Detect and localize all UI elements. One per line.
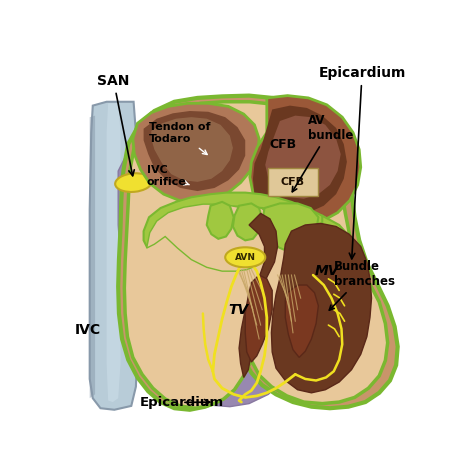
Text: IVC: IVC: [74, 323, 100, 338]
Text: Epicardium: Epicardium: [140, 396, 224, 409]
Polygon shape: [239, 213, 278, 377]
Polygon shape: [245, 275, 272, 362]
Polygon shape: [144, 193, 355, 267]
Text: CFB: CFB: [281, 177, 305, 187]
Polygon shape: [151, 117, 233, 182]
Polygon shape: [207, 202, 234, 239]
Polygon shape: [265, 116, 341, 199]
FancyBboxPatch shape: [268, 168, 318, 196]
Polygon shape: [305, 216, 357, 293]
Ellipse shape: [115, 173, 152, 192]
Text: MV: MV: [315, 264, 339, 278]
Text: SAN: SAN: [97, 74, 134, 176]
Polygon shape: [285, 285, 319, 357]
Polygon shape: [124, 102, 388, 408]
Polygon shape: [144, 111, 245, 191]
Polygon shape: [262, 203, 319, 250]
Polygon shape: [233, 203, 262, 240]
Text: IVC
orifice: IVC orifice: [146, 165, 189, 187]
Ellipse shape: [225, 247, 265, 267]
Polygon shape: [272, 224, 372, 393]
Polygon shape: [118, 119, 337, 407]
Text: Epicardium: Epicardium: [319, 66, 406, 259]
Polygon shape: [107, 103, 120, 402]
Polygon shape: [146, 204, 267, 271]
Text: CFB: CFB: [270, 138, 297, 151]
Polygon shape: [133, 103, 259, 202]
Polygon shape: [90, 102, 137, 410]
Text: TV: TV: [228, 302, 248, 317]
Polygon shape: [118, 95, 398, 410]
Text: AVN: AVN: [235, 253, 256, 262]
Text: Tendon of
Todaro: Tendon of Todaro: [149, 122, 210, 155]
Polygon shape: [250, 95, 361, 225]
Text: AV
bundle: AV bundle: [292, 114, 354, 192]
Polygon shape: [90, 116, 95, 398]
Polygon shape: [253, 106, 347, 216]
Text: Bundle
branches: Bundle branches: [329, 260, 395, 310]
